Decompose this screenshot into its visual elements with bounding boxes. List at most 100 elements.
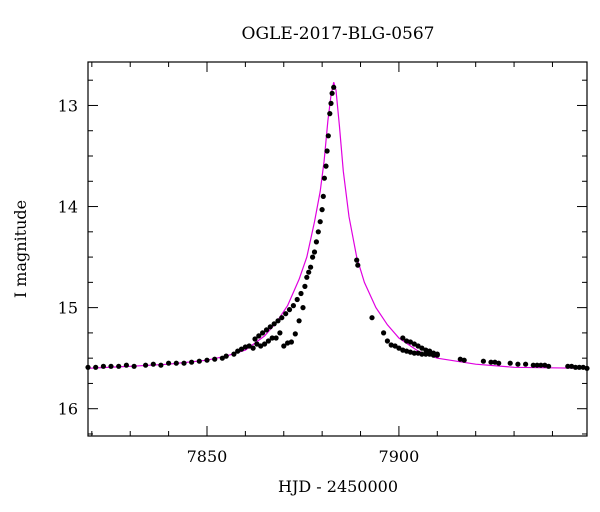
data-point [530, 362, 536, 368]
data-point [315, 229, 321, 235]
data-point [166, 360, 172, 366]
axis-ticks: 7850 7900 13 14 15 16 [58, 62, 587, 466]
y-axis-label: I magnitude [11, 200, 30, 298]
data-point [283, 311, 289, 317]
chart-title: OGLE-2017-BLG-0567 [242, 24, 435, 44]
data-point [507, 360, 513, 366]
data-point [384, 338, 390, 344]
data-point [355, 262, 361, 268]
plot-area [85, 82, 590, 371]
data-point [131, 363, 137, 369]
data-point [354, 257, 360, 263]
data-point [569, 363, 575, 369]
data-point [329, 90, 335, 96]
data-point [419, 345, 425, 351]
data-point [321, 175, 327, 181]
data-point [143, 362, 149, 368]
data-point [279, 315, 285, 321]
data-point [388, 342, 394, 348]
data-point [271, 321, 277, 327]
data-point [294, 296, 300, 303]
data-point [319, 207, 325, 213]
data-point [116, 363, 122, 369]
data-point [515, 361, 521, 367]
y-tick-label: 13 [58, 96, 78, 115]
data-point [298, 290, 304, 297]
data-point [231, 351, 237, 357]
data-point [173, 360, 179, 366]
data-point [250, 345, 256, 351]
data-point [252, 336, 258, 342]
data-point [576, 364, 582, 370]
data-point [277, 330, 283, 336]
data-point [189, 359, 195, 365]
data-point [415, 343, 421, 349]
x-tick-label: 7900 [379, 447, 420, 466]
data-point [196, 358, 202, 364]
data-point [100, 363, 106, 369]
data-point [273, 335, 279, 341]
data-point [419, 351, 425, 357]
data-point [288, 339, 294, 345]
data-point [534, 362, 540, 368]
data-point [246, 343, 252, 349]
data-point [457, 356, 463, 362]
data-point [427, 348, 433, 354]
data-point [572, 364, 579, 370]
data-point [369, 315, 375, 321]
data-point [308, 264, 314, 270]
data-point [302, 283, 308, 289]
data-point [292, 331, 298, 337]
data-point [223, 353, 229, 359]
data-point [181, 360, 187, 366]
data-point [488, 359, 494, 365]
data-point [523, 361, 529, 367]
data-point [392, 343, 398, 349]
data-point [300, 305, 306, 311]
plot-frame [87, 61, 588, 437]
data-point [423, 351, 429, 357]
data-point [434, 351, 440, 357]
data-point [158, 362, 164, 368]
data-point [281, 343, 287, 349]
data-point [219, 355, 225, 361]
data-point [212, 356, 218, 362]
x-axis-label: HJD - 2450000 [278, 477, 398, 496]
data-point [306, 269, 312, 275]
data-point [325, 133, 331, 139]
data-point [396, 345, 402, 351]
data-point [263, 327, 270, 333]
data-point [538, 362, 544, 368]
data-point [411, 350, 417, 356]
data-point [313, 239, 319, 245]
data-point [311, 249, 318, 255]
data-point [320, 193, 326, 199]
data-point [381, 330, 387, 336]
data-point [290, 303, 296, 309]
data-point [258, 343, 264, 349]
data-point [296, 318, 302, 324]
data-point [265, 338, 271, 344]
y-tick-label: 15 [58, 299, 78, 318]
model-curve [87, 82, 588, 369]
data-point [331, 84, 337, 90]
y-tick-label: 16 [58, 400, 78, 419]
data-point [108, 363, 114, 369]
data-point [150, 361, 156, 367]
data-point [400, 335, 406, 341]
data-point [238, 346, 245, 352]
data-point [310, 254, 316, 260]
data-point [286, 307, 293, 313]
data-point [323, 163, 329, 169]
data-point [262, 341, 268, 347]
data-point [407, 349, 413, 355]
data-point [304, 274, 310, 280]
data-point [93, 364, 99, 370]
data-point [123, 362, 129, 368]
data-point [324, 148, 330, 154]
data-point [546, 363, 552, 369]
data-point [317, 219, 323, 225]
x-tick-label: 7850 [187, 447, 228, 466]
y-tick-label: 14 [58, 198, 78, 217]
